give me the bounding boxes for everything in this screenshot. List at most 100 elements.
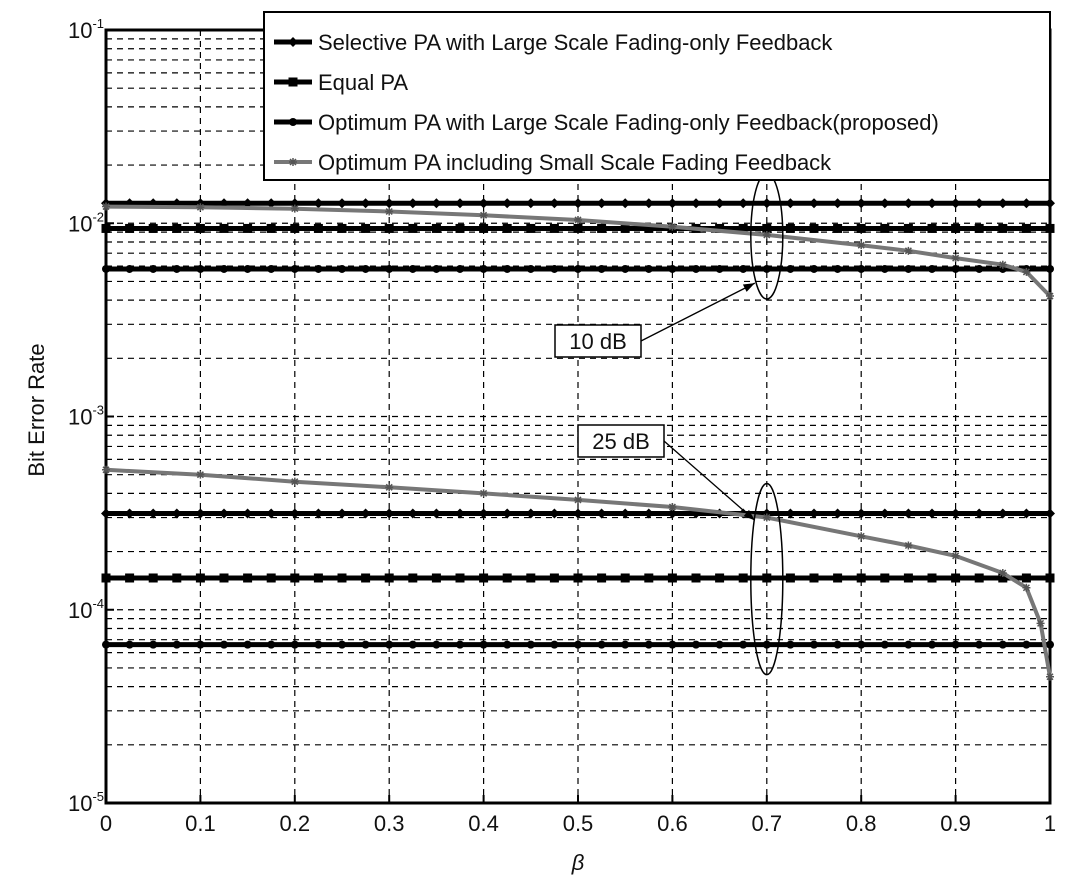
data-point bbox=[1036, 619, 1045, 628]
data-point bbox=[691, 573, 701, 583]
data-point bbox=[667, 508, 678, 519]
data-point bbox=[125, 264, 134, 273]
data-point bbox=[1021, 508, 1032, 519]
series-line bbox=[105, 204, 1052, 298]
series-25-db-square bbox=[101, 573, 1055, 583]
x-tick-label: 1 bbox=[1044, 811, 1056, 836]
data-point bbox=[431, 223, 441, 233]
data-point bbox=[1021, 223, 1031, 233]
x-axis-ticks: 0 0.1 0.2 0.3 0.4 0.5 0.6 0.7 0.8 0.9 1 bbox=[100, 795, 1056, 836]
data-point bbox=[478, 198, 489, 209]
data-point bbox=[479, 223, 489, 233]
data-point bbox=[360, 198, 371, 209]
data-point bbox=[219, 508, 229, 519]
y-tick-exponent: -1 bbox=[92, 16, 104, 31]
data-point bbox=[785, 573, 795, 583]
data-point bbox=[1021, 198, 1032, 209]
x-tick-label: 0.5 bbox=[563, 811, 594, 836]
data-point bbox=[266, 573, 276, 583]
data-point bbox=[857, 241, 866, 250]
data-point bbox=[856, 223, 866, 233]
data-point bbox=[574, 215, 582, 224]
y-tick-label: 10-5 bbox=[68, 789, 104, 816]
data-point bbox=[951, 264, 960, 273]
data-point bbox=[998, 640, 1007, 649]
legend-swatch-marker bbox=[288, 77, 298, 87]
data-point bbox=[525, 508, 536, 519]
data-point bbox=[314, 264, 323, 273]
data-point bbox=[384, 573, 394, 583]
data-point bbox=[904, 264, 913, 273]
data-point bbox=[974, 508, 985, 519]
data-point bbox=[101, 508, 111, 519]
data-point bbox=[786, 640, 795, 649]
data-point bbox=[125, 223, 135, 233]
annotation-25-db: 25 dB bbox=[577, 424, 756, 521]
annotation-10-db: 10 dB bbox=[554, 282, 756, 358]
data-point bbox=[407, 508, 418, 519]
data-point bbox=[267, 640, 276, 649]
data-point bbox=[149, 264, 158, 273]
data-point bbox=[739, 640, 748, 649]
data-point bbox=[927, 198, 937, 209]
x-axis-label: β bbox=[571, 850, 585, 875]
data-point bbox=[243, 573, 253, 583]
data-point bbox=[220, 640, 228, 649]
data-point bbox=[290, 477, 299, 486]
x-tick-label: 0.1 bbox=[185, 811, 216, 836]
data-point bbox=[266, 508, 277, 519]
data-point bbox=[997, 508, 1008, 519]
data-point bbox=[479, 211, 488, 220]
data-point bbox=[455, 223, 465, 233]
series-10-db-dot bbox=[102, 264, 1054, 273]
data-point bbox=[574, 264, 582, 273]
data-point bbox=[195, 223, 205, 233]
x-tick-label: 0 bbox=[100, 811, 112, 836]
data-point bbox=[832, 508, 843, 519]
series-10-db-star bbox=[102, 202, 1054, 301]
data-point bbox=[337, 198, 347, 209]
data-point bbox=[1046, 640, 1054, 649]
data-point bbox=[974, 573, 984, 583]
data-point bbox=[833, 573, 843, 583]
data-point bbox=[715, 223, 725, 233]
group-ellipse-25-db bbox=[750, 482, 784, 676]
data-point bbox=[574, 495, 582, 504]
data-point bbox=[950, 198, 961, 209]
data-point bbox=[1045, 223, 1055, 233]
data-point bbox=[738, 198, 749, 209]
data-point bbox=[243, 223, 253, 233]
data-point bbox=[1046, 672, 1054, 681]
y-tick-exponent: -5 bbox=[92, 789, 104, 804]
data-point bbox=[289, 508, 300, 519]
data-point bbox=[124, 508, 135, 519]
data-point bbox=[573, 198, 583, 209]
data-point bbox=[762, 264, 771, 273]
y-tick-label: 10-2 bbox=[68, 209, 104, 236]
y-tick-base: 10 bbox=[68, 791, 92, 816]
y-tick-base: 10 bbox=[68, 598, 92, 623]
series-25-db-diamond bbox=[101, 508, 1055, 519]
data-point bbox=[502, 508, 513, 519]
data-point bbox=[196, 203, 205, 212]
y-tick-label: 10-3 bbox=[68, 403, 104, 430]
data-point bbox=[880, 264, 889, 273]
data-point bbox=[313, 573, 323, 583]
data-point bbox=[526, 640, 535, 649]
data-point bbox=[951, 223, 961, 233]
data-point bbox=[762, 573, 772, 583]
data-point bbox=[928, 640, 936, 649]
data-point bbox=[384, 198, 395, 209]
data-point bbox=[785, 508, 796, 519]
x-tick-label: 0.2 bbox=[280, 811, 311, 836]
data-point bbox=[833, 640, 842, 649]
data-point bbox=[385, 264, 394, 273]
data-point bbox=[384, 508, 395, 519]
data-point bbox=[715, 264, 724, 273]
data-point bbox=[998, 568, 1007, 577]
data-point bbox=[809, 573, 819, 583]
data-point bbox=[998, 260, 1007, 269]
data-point bbox=[549, 508, 560, 519]
data-point bbox=[385, 640, 394, 649]
data-point bbox=[644, 573, 654, 583]
